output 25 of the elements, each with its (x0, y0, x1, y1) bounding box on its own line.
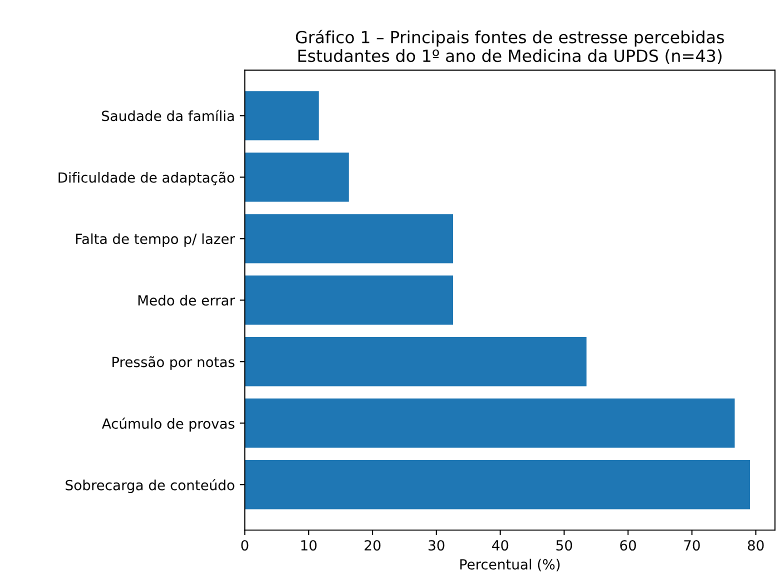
x-tick-label: 80 (748, 540, 764, 551)
x-tick-label: 70 (684, 540, 700, 551)
x-tick-label: 20 (364, 540, 380, 551)
y-tick-label: Sobrecarga de conteúdo (66, 479, 234, 494)
bar (244, 152, 349, 202)
bar (244, 276, 454, 325)
y-tick-label: Saudade da família (102, 110, 234, 122)
x-tick-label: 0 (241, 540, 248, 551)
y-tick-label: Acúmulo de provas (102, 418, 234, 432)
y-tick-label: Falta de tempo p/ lazer (76, 233, 236, 247)
x-axis-title: Percentual (%) (460, 558, 560, 572)
y-tick-label: Dificuldade de adaptação (58, 172, 234, 186)
x-tick-label: 40 (492, 540, 508, 551)
y-tick-label: Medo de errar (138, 294, 236, 306)
bar (244, 214, 454, 264)
x-tick-label: 50 (556, 540, 572, 551)
bar (244, 398, 735, 448)
bar (244, 337, 587, 386)
chart-title: Gráfico 1 – Principais fontes de estresse percebidas Estudantes do 1º ano de Medicina da UPDS (n=43) (296, 30, 724, 64)
x-tick-label: 30 (428, 540, 444, 551)
y-tick-label: Pressão por notas (112, 356, 234, 370)
x-tick-label: 60 (620, 540, 636, 551)
bar (244, 460, 750, 510)
bar (244, 91, 319, 140)
x-tick-label: 10 (301, 540, 317, 551)
